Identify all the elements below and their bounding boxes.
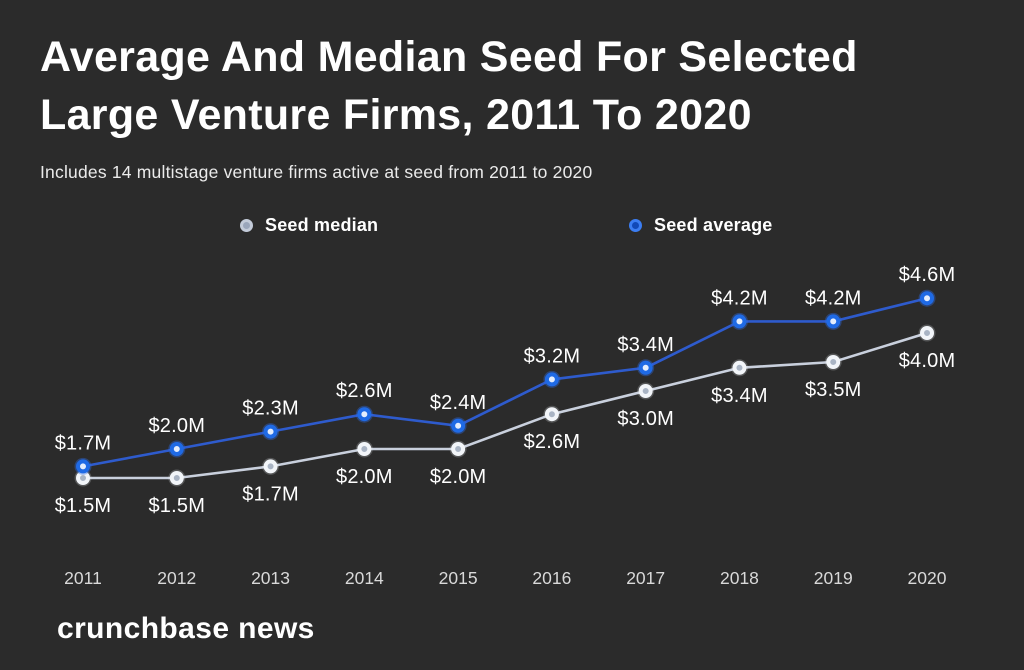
seed-median-label-2015: $2.0M [430,466,487,488]
seed-average-point-2017 [638,360,653,375]
seed-average-label-2014: $2.6M [336,380,393,402]
seed-average-label-2013: $2.3M [242,398,299,420]
seed-average-point-2018 [732,314,747,329]
legend-item-seed-average: Seed average [629,215,772,236]
seed-median-label-2019: $3.5M [805,379,862,401]
x-axis-label-2018: 2018 [720,568,759,588]
seed-median-label-2017: $3.0M [617,408,674,430]
x-axis-label-2011: 2011 [64,568,102,588]
seed-average-point-2013 [263,424,278,439]
seed-average-line [82,296,928,468]
seed-average-label-2011: $1.7M [55,432,112,454]
x-axis-label-2017: 2017 [626,568,665,588]
seed-average-label-2018: $4.2M [711,287,768,309]
page-title-line1: Average And Median Seed For Selected [40,33,858,81]
seed-median-label-2018: $3.4M [711,385,768,407]
seed-average-point-2016 [544,372,559,387]
x-axis-label-2014: 2014 [345,568,384,588]
page-title: Average And Median Seed For Selected Lar… [40,28,1000,144]
page-subtitle: Includes 14 multistage venture firms act… [40,162,593,182]
legend-label-seed-average: Seed average [654,215,773,235]
seed-median-point-2016 [544,407,559,422]
seed-median-dot-icon [240,219,253,232]
seed-median-point-2020 [920,326,935,340]
seed-median-point-2012 [169,471,184,485]
seed-average-point-2020 [920,291,935,306]
seed-average-point-2019 [826,314,841,329]
seed-average-dot-icon [629,219,642,232]
seed-median-label-2014: $2.0M [336,466,393,488]
seed-average-point-2012 [169,442,184,456]
seed-median-label-2011: $1.5M [55,495,112,517]
legend-label-seed-median: Seed median [265,215,379,235]
seed-average-label-2017: $3.4M [617,334,674,356]
x-axis-label-2015: 2015 [439,568,478,588]
x-axis-label-2020: 2020 [908,568,947,588]
x-axis-label-2013: 2013 [251,568,290,588]
x-axis-label-2019: 2019 [814,568,853,588]
seed-average-point-2014 [357,407,372,422]
seed-median-point-2013 [263,459,278,474]
seed-average-point-2015 [451,418,466,433]
seed-average-label-2012: $2.0M [148,415,205,437]
seed-average-label-2019: $4.2M [805,287,862,309]
seed-median-line [83,331,928,480]
seed-median-point-2014 [357,442,372,456]
seed-median-point-2015 [451,442,466,456]
seed-median-label-2013: $1.7M [242,483,299,505]
page-title-line2: Large Venture Firms, 2011 To 2020 [40,91,752,139]
x-axis-label-2016: 2016 [532,568,571,588]
seed-average-label-2020: $4.6M [899,264,956,286]
seed-median-point-2018 [732,360,747,375]
seed-median-point-2019 [826,355,841,369]
seed-median-label-2016: $2.6M [524,431,581,453]
seed-median-label-2012: $1.5M [148,495,205,517]
seed-median-label-2020: $4.0M [899,350,956,372]
legend-item-seed-median: Seed median [240,215,378,236]
seed-average-label-2016: $3.2M [524,345,581,367]
seed-average-point-2011 [76,459,90,474]
crunchbase-news-logo: crunchbase news [57,612,315,645]
x-axis-label-2012: 2012 [157,568,196,588]
seed-median-point-2017 [638,384,653,398]
seed-average-label-2015: $2.4M [430,392,487,414]
